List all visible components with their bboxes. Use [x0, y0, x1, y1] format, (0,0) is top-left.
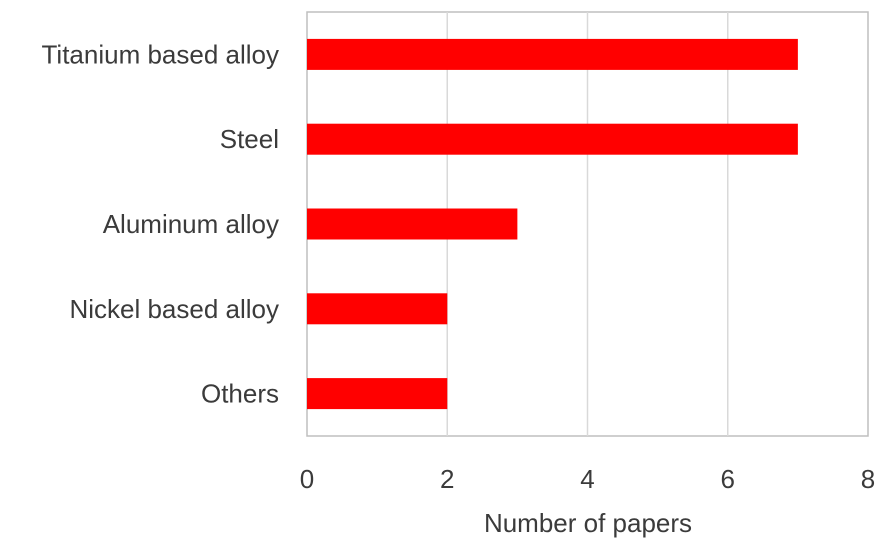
x-tick-label-0: 0 — [300, 464, 314, 494]
category-label-nickel-based-alloy: Nickel based alloy — [69, 294, 279, 324]
bar-nickel-based-alloy — [307, 293, 448, 325]
tick-labels: 0 2 4 6 8 — [300, 464, 875, 494]
bar-titanium-based-alloy — [307, 38, 798, 70]
bar-aluminum-alloy — [307, 208, 518, 240]
category-label-aluminum-alloy: Aluminum alloy — [103, 209, 279, 239]
bar-others — [307, 378, 448, 410]
x-tick-label-6: 6 — [721, 464, 735, 494]
x-tick-label-4: 4 — [580, 464, 594, 494]
category-label-others: Others — [201, 379, 279, 409]
x-axis-title: Number of papers — [484, 508, 692, 538]
category-label-steel: Steel — [220, 124, 279, 154]
category-label-titanium-based-alloy: Titanium based alloy — [42, 39, 280, 69]
x-tick-label-8: 8 — [861, 464, 875, 494]
bars — [307, 38, 798, 410]
bar-steel — [307, 123, 798, 155]
category-labels: Titanium based alloy Steel Aluminum alloy N… — [42, 39, 280, 408]
x-tick-label-2: 2 — [440, 464, 454, 494]
